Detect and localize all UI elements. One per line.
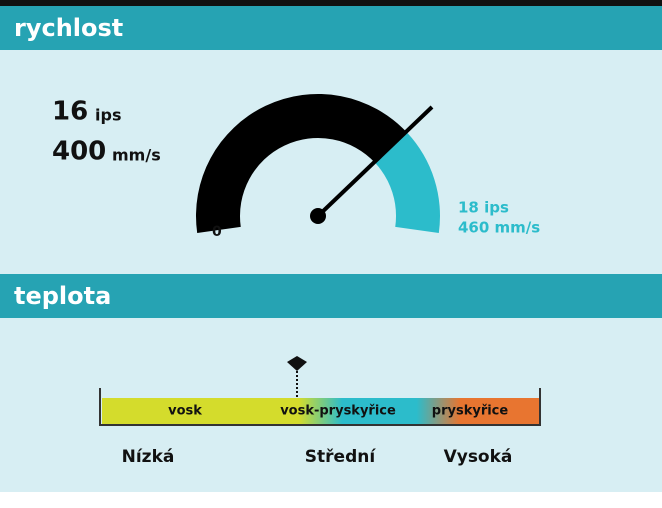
- marker: [287, 356, 307, 371]
- temperature-bar: [102, 398, 539, 424]
- top-bar: [0, 0, 662, 6]
- speed-header: [0, 6, 662, 50]
- max-mms: 460 mm/s: [458, 219, 540, 237]
- level-label: Střední: [305, 447, 377, 467]
- bar-bracket: [99, 388, 541, 426]
- level-label: Vysoká: [444, 447, 513, 467]
- gauge-needle: [316, 105, 434, 218]
- needle-hub: [310, 208, 326, 224]
- temperature-header: [0, 274, 662, 318]
- zone-label: pryskyřice: [432, 404, 509, 419]
- zone-label: vosk-pryskyřice: [280, 404, 396, 419]
- zone-label: vosk: [168, 404, 202, 419]
- current-ips: 16: [52, 97, 88, 127]
- current-mms: 400: [52, 137, 106, 167]
- mms-unit: mm/s: [112, 146, 161, 165]
- gauge-arc: [196, 94, 408, 233]
- level-label: Nízká: [122, 447, 175, 467]
- speed-title: rychlost: [14, 14, 123, 42]
- temperature-title: teplota: [14, 282, 111, 310]
- max-ips: 18 ips: [458, 199, 509, 217]
- min-label: 0: [212, 224, 222, 240]
- gauge-range: [375, 132, 441, 233]
- ips-unit: ips: [95, 106, 121, 125]
